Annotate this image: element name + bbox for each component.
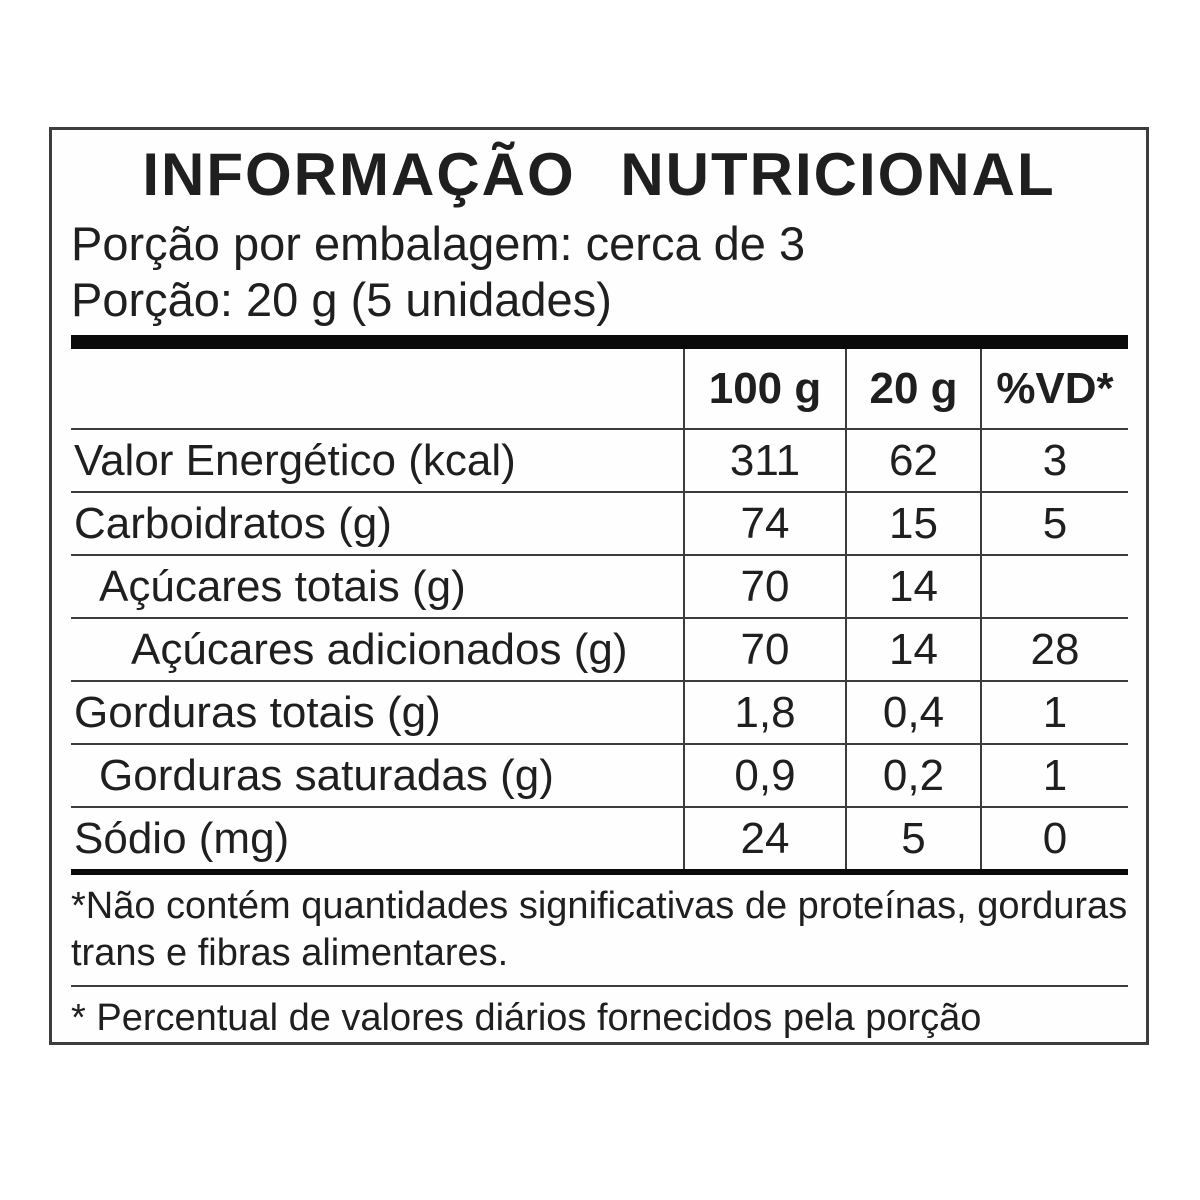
table-row-acucares-adicionados: Açúcares adicionados (g) 70 14 28 bbox=[71, 617, 1128, 680]
footnote-divider bbox=[71, 985, 1128, 987]
nutrition-table: 100 g 20 g %VD* Valor Energético (kcal) … bbox=[71, 349, 1128, 869]
row-label: Açúcares totais (g) bbox=[99, 561, 466, 611]
divider-thick-bottom bbox=[71, 869, 1128, 875]
row-value-vd: 0 bbox=[980, 808, 1128, 869]
row-value-20g: 14 bbox=[845, 619, 980, 680]
row-value-100g: 311 bbox=[683, 430, 845, 491]
row-label: Gorduras saturadas (g) bbox=[99, 750, 554, 800]
header-per-20g: 20 g bbox=[845, 349, 980, 428]
footnote-daily-values: * Percentual de valores diários fornecid… bbox=[71, 997, 982, 1039]
row-value-100g: 24 bbox=[683, 808, 845, 869]
row-value-20g: 62 bbox=[845, 430, 980, 491]
row-label: Valor Energético (kcal) bbox=[74, 435, 516, 485]
row-value-20g: 14 bbox=[845, 556, 980, 617]
divider-thick-top bbox=[71, 335, 1128, 349]
footnote-line: *Não contém quantidades significativas d… bbox=[71, 885, 1128, 927]
table-row-gorduras-saturadas: Gorduras saturadas (g) 0,9 0,2 1 bbox=[71, 743, 1128, 806]
serving-info: Porção por embalagem: cerca de 3 Porção:… bbox=[52, 212, 1146, 328]
table-row-acucares-totais: Açúcares totais (g) 70 14 bbox=[71, 554, 1128, 617]
row-value-vd: 5 bbox=[980, 493, 1128, 554]
table-row-valor-energetico: Valor Energético (kcal) 311 62 3 bbox=[71, 428, 1128, 491]
table-header-row: 100 g 20 g %VD* bbox=[71, 349, 1128, 428]
row-value-100g: 1,8 bbox=[683, 682, 845, 743]
table-row-sodio: Sódio (mg) 24 5 0 bbox=[71, 806, 1128, 869]
row-value-100g: 70 bbox=[683, 619, 845, 680]
row-label: Carboidratos (g) bbox=[74, 498, 392, 548]
row-value-vd bbox=[980, 556, 1128, 617]
row-value-20g: 0,4 bbox=[845, 682, 980, 743]
header-percent-vd: %VD* bbox=[980, 349, 1128, 428]
row-value-20g: 0,2 bbox=[845, 745, 980, 806]
row-label: Gorduras totais (g) bbox=[74, 687, 441, 737]
nutrition-label: INFORMAÇÃO NUTRICIONAL Porção por embala… bbox=[49, 127, 1149, 1045]
header-nutrient-spacer bbox=[71, 349, 683, 428]
row-label: Açúcares adicionados (g) bbox=[131, 624, 628, 674]
row-value-20g: 15 bbox=[845, 493, 980, 554]
row-value-vd: 1 bbox=[980, 682, 1128, 743]
row-value-100g: 74 bbox=[683, 493, 845, 554]
serving-size: Porção: 20 g (5 unidades) bbox=[71, 273, 612, 326]
row-value-vd: 3 bbox=[980, 430, 1128, 491]
table-row-gorduras-totais: Gorduras totais (g) 1,8 0,4 1 bbox=[71, 680, 1128, 743]
row-value-100g: 70 bbox=[683, 556, 845, 617]
table-row-carboidratos: Carboidratos (g) 74 15 5 bbox=[71, 491, 1128, 554]
row-value-vd: 1 bbox=[980, 745, 1128, 806]
footnote-line: trans e fibras alimentares. bbox=[71, 932, 509, 974]
row-value-vd: 28 bbox=[980, 619, 1128, 680]
header-per-100g: 100 g bbox=[683, 349, 845, 428]
row-value-20g: 5 bbox=[845, 808, 980, 869]
row-value-100g: 0,9 bbox=[683, 745, 845, 806]
footnote-no-significant-amounts: *Não contém quantidades significativas d… bbox=[71, 883, 1128, 977]
servings-per-package: Porção por embalagem: cerca de 3 bbox=[71, 217, 806, 270]
row-label: Sódio (mg) bbox=[74, 813, 290, 863]
label-title: INFORMAÇÃO NUTRICIONAL bbox=[142, 141, 1056, 208]
